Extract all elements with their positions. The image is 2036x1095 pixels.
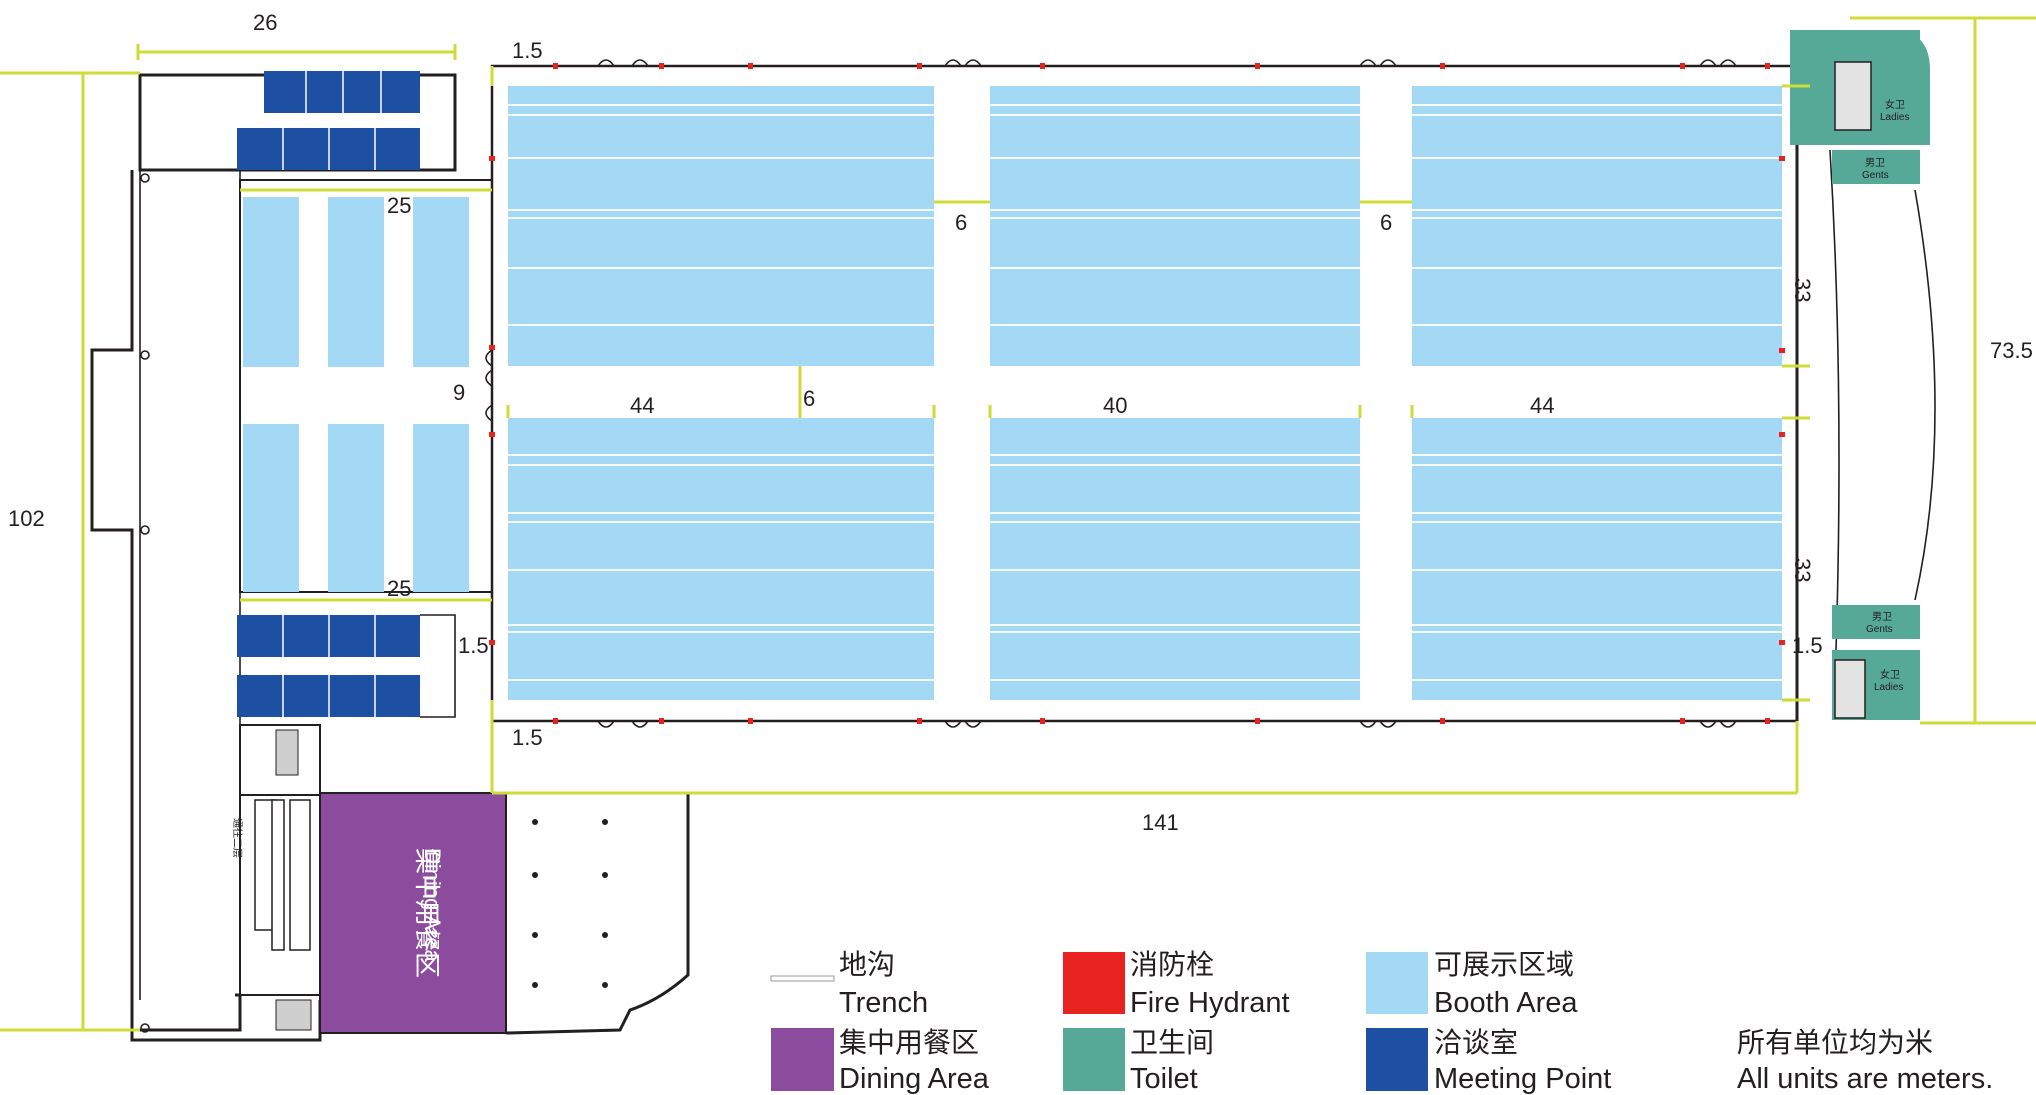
legend-hydrant-en: Fire Hydrant: [1130, 987, 1290, 1019]
gents-bottom-cn: 男卫: [1872, 611, 1892, 623]
gents-top-cn: 男卫: [1865, 157, 1885, 169]
legend-units-en: All units are meters.: [1737, 1063, 1993, 1095]
booth-area-w1: [243, 197, 299, 367]
legend-meeting-cn: 洽谈室: [1434, 1026, 1518, 1059]
booth-area-a1: [508, 86, 934, 366]
dim-middle-aisle: 6: [803, 386, 815, 411]
legend-toilet-cn: 卫生间: [1130, 1026, 1214, 1059]
booth-area-w5: [328, 424, 384, 592]
booth-area-c2: [1412, 418, 1782, 700]
booth-area-w3: [413, 197, 469, 367]
dim-hall-b-width: 40: [1103, 393, 1127, 418]
dim-east-lower: 33: [1790, 558, 1815, 582]
legend-units-cn: 所有单位均为米: [1737, 1026, 1933, 1059]
dim-total-height: 102: [8, 506, 45, 531]
legend-dining-swatch: [771, 1028, 834, 1091]
legend-toilet-swatch: [1063, 1028, 1125, 1091]
legend: 地沟 Trench 消防栓 Fire Hydrant 可展示区域 Booth A…: [770, 948, 1993, 1095]
dim-west-aisle: 9: [453, 380, 465, 405]
dining-area-label-cn: 集中用餐区: [411, 848, 441, 978]
meeting-rooms-top-a: [264, 71, 420, 113]
east-annex: 女卫 Ladies 男卫 Gents 男卫 Gents 女卫 Ladies: [1790, 30, 1936, 721]
legend-trench-en: Trench: [839, 987, 928, 1019]
dim-top-hall-width: 26: [253, 10, 277, 35]
dim-bottom-margin: 1.5: [512, 725, 543, 750]
booth-area-w4: [243, 424, 299, 592]
legend-dining-en: Dining Area: [839, 1063, 990, 1095]
dining-area: 集中用餐区 Dining Area: [319, 792, 507, 1034]
dim-booth-gap-2: 6: [1380, 210, 1392, 235]
dim-right-margin: 1.5: [1792, 633, 1823, 658]
legend-booth-cn: 可展示区域: [1434, 948, 1574, 981]
trench-lines: [508, 99, 1782, 681]
dimension-lines: [0, 16, 2036, 1032]
gents-top-en: Gents: [1862, 170, 1889, 181]
dim-meeting-top: 25: [387, 193, 411, 218]
ladies-top-en: Ladies: [1880, 112, 1909, 123]
legend-hydrant-swatch: [1063, 952, 1125, 1014]
legend-toilet-en: Toilet: [1130, 1063, 1198, 1095]
legend-trench-cn: 地沟: [839, 948, 895, 981]
gents-bottom-en: Gents: [1866, 624, 1893, 635]
ladies-top-cn: 女卫: [1885, 98, 1905, 111]
booth-area-a2: [508, 418, 934, 700]
stair-core: 通往二层: [231, 724, 321, 1031]
legend-meeting-en: Meeting Point: [1434, 1063, 1611, 1095]
west-exhibition-block: [237, 71, 493, 718]
toilet-gents-top: [1832, 150, 1920, 184]
booth-area-b2: [990, 418, 1360, 700]
fire-hydrants: [489, 63, 1785, 724]
dim-left-margin: 1.5: [458, 633, 489, 658]
ladies-bottom-cn: 女卫: [1880, 668, 1900, 681]
booth-area-b1: [990, 86, 1360, 366]
dim-hall-c-width: 44: [1530, 393, 1554, 418]
legend-dining-cn: 集中用餐区: [839, 1026, 979, 1059]
booth-area-w6: [413, 424, 469, 592]
dim-total-width: 141: [1142, 810, 1179, 835]
dim-east-upper: 33: [1790, 278, 1815, 302]
dim-right-height: 73.5: [1990, 338, 2033, 363]
dim-hall-a-width: 44: [630, 393, 654, 418]
dim-top-margin: 1.5: [512, 38, 543, 63]
dim-meeting-bottom: 25: [387, 576, 411, 601]
dimension-labels: 26 1.5 25 25 6 6 9 6 44 40 44 33 33 1.5 …: [8, 10, 2033, 835]
legend-booth-swatch: [1366, 952, 1428, 1014]
main-hall: [485, 59, 1799, 728]
stair-label: 通往二层: [231, 818, 244, 858]
legend-hydrant-cn: 消防栓: [1130, 948, 1214, 981]
booth-area-w2: [328, 197, 384, 367]
legend-booth-en: Booth Area: [1434, 987, 1578, 1019]
legend-trench-swatch: [770, 975, 835, 982]
ladies-bottom-en: Ladies: [1874, 682, 1903, 693]
hall-doors: [485, 59, 1737, 728]
toilet-gents-bottom: [1832, 605, 1920, 639]
dining-area-label-en: Dining Area: [420, 848, 445, 963]
booth-area-c1: [1412, 86, 1782, 366]
legend-meeting-swatch: [1366, 1028, 1428, 1091]
south-annex: [505, 791, 690, 1035]
dim-booth-gap-1: 6: [955, 210, 967, 235]
